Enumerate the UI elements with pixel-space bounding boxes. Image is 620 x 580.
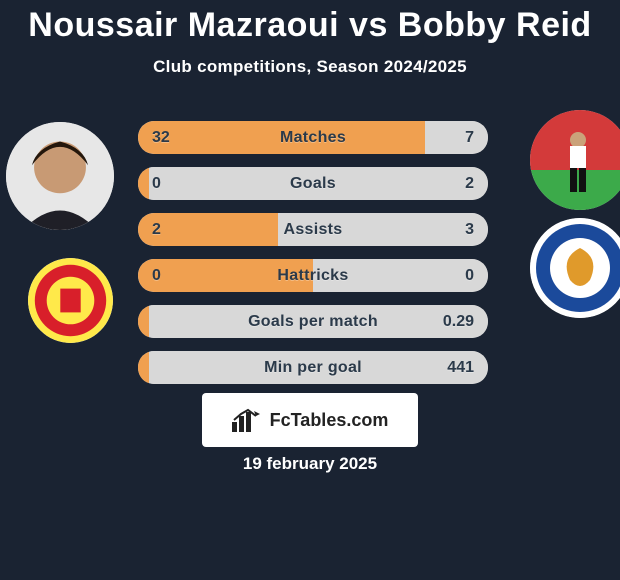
stat-value-left: 32 [152, 121, 170, 154]
stat-row: Goals per match0.29 [138, 305, 488, 338]
stat-row: Matches32 7 [138, 121, 488, 154]
stat-value-right: 0.29 [443, 305, 474, 338]
avatar-right-icon [530, 110, 620, 210]
stat-value-left: 0 [152, 259, 161, 292]
stat-label: Hattricks [138, 259, 488, 292]
player-left-photo [6, 122, 114, 230]
stat-value-right: 3 [465, 213, 474, 246]
club-right-badge [530, 218, 620, 318]
stat-row: Assists2 3 [138, 213, 488, 246]
stat-row: Min per goal441 [138, 351, 488, 384]
comparison-title: Noussair Mazraoui vs Bobby Reid [0, 0, 620, 45]
stat-label: Goals per match [138, 305, 488, 338]
stat-label: Min per goal [138, 351, 488, 384]
player-right-photo [530, 110, 620, 210]
stat-value-left: 0 [152, 167, 161, 200]
leicester-badge-icon [530, 218, 620, 318]
brand-watermark: FcTables.com [202, 393, 418, 447]
stat-row: Hattricks0 0 [138, 259, 488, 292]
stats-list: Matches327Goals02Assists23Hattricks00Goa… [138, 121, 488, 397]
club-left-badge [28, 258, 113, 343]
manutd-badge-icon [28, 258, 113, 343]
stat-value-right: 0 [465, 259, 474, 292]
stat-value-right: 7 [465, 121, 474, 154]
stat-label: Assists [138, 213, 488, 246]
stat-label: Matches [138, 121, 488, 154]
brand-name: FcTables.com [270, 410, 389, 431]
footer-date: 19 february 2025 [0, 454, 620, 474]
stat-value-left: 2 [152, 213, 161, 246]
stat-value-right: 2 [465, 167, 474, 200]
comparison-subtitle: Club competitions, Season 2024/2025 [0, 57, 620, 77]
stat-row: Goals0 2 [138, 167, 488, 200]
avatar-left-icon [6, 122, 114, 230]
fctables-logo-icon [232, 408, 262, 432]
stat-value-right: 441 [447, 351, 474, 384]
stat-label: Goals [138, 167, 488, 200]
